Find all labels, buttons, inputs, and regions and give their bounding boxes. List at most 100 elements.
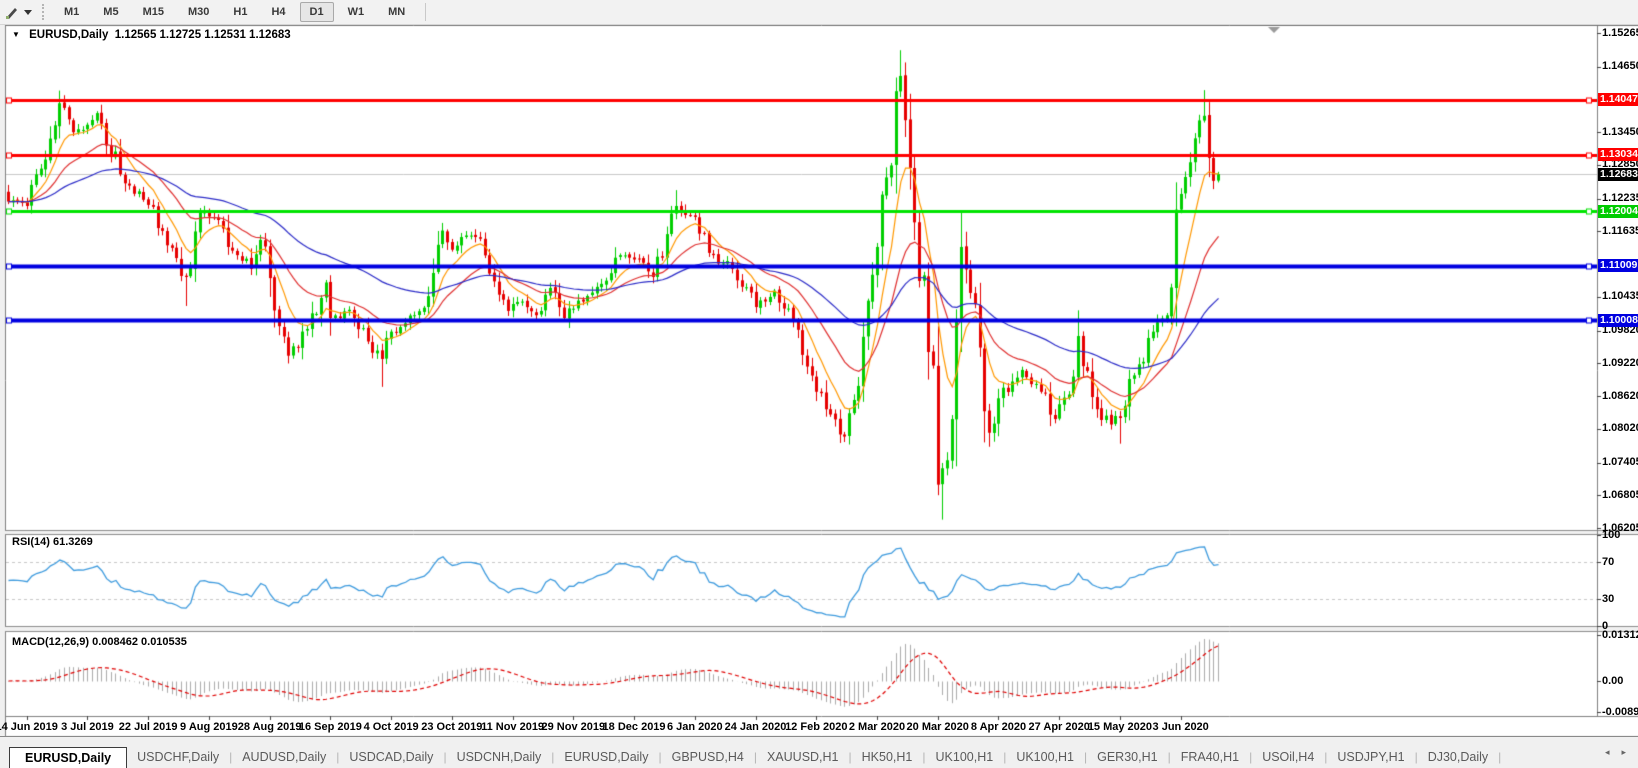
chart-tab-usdchf-daily[interactable]: USDCHF,Daily (137, 750, 220, 764)
toolbar-grip (42, 4, 44, 20)
date-axis-label: 28 Aug 2019 (237, 721, 302, 733)
price-axis-tick: 1.06205 (1602, 521, 1638, 534)
price-axis-tick: 1.11635 (1602, 224, 1638, 237)
timeframe-button-m30[interactable]: M30 (187, 6, 210, 18)
tab-separator: | (551, 750, 555, 764)
date-axis-label: 3 Jun 2020 (1152, 721, 1209, 733)
chart-tab-usdjpy-h1[interactable]: USDJPY,H1 (1337, 750, 1405, 764)
price-axis-tick: 1.08620 (1602, 389, 1638, 402)
price-line-badge: 1.10008 (1598, 313, 1638, 327)
price-axis-tick: 1.08020 (1602, 422, 1638, 435)
date-axis-label: 18 Dec 2019 (602, 721, 666, 733)
chart-ohlc-values: 1.12565 1.12725 1.12531 1.12683 (114, 29, 291, 41)
tab-separator: | (1167, 750, 1171, 764)
date-axis-label: 4 Oct 2019 (363, 721, 419, 733)
timeframe-toolbar: M1 M5 M15 M30 H1 H4 D1 W1 MN (0, 0, 1638, 25)
timeframe-button-m5[interactable]: M5 (103, 6, 119, 18)
chart-title: ▼ EURUSD,Daily 1.12565 1.12725 1.12531 1… (12, 29, 291, 41)
date-axis-label: 12 Feb 2020 (785, 721, 848, 733)
timeframe-button-d1[interactable]: D1 (299, 2, 334, 22)
date-axis-label: 24 Jan 2020 (724, 721, 787, 733)
date-axis[interactable]: 14 Jun 2019 3 Jul 2019 22 Jul 2019 9 Aug 20… (0, 718, 1597, 736)
tab-separator: | (922, 750, 926, 764)
date-axis-label: 23 Oct 2019 (421, 721, 483, 733)
date-axis-label: 15 May 2020 (1087, 721, 1153, 733)
rsi-axis-tick: 100 (1602, 529, 1621, 541)
tab-separator: | (1324, 750, 1328, 764)
tab-scroll-arrows: ◂ ▸ (1605, 747, 1626, 760)
chart-menu-icon[interactable]: ▼ (12, 30, 20, 39)
tab-separator: | (1249, 750, 1253, 764)
tab-separator: | (753, 750, 757, 764)
price-axis-tick: 1.06805 (1602, 488, 1638, 501)
date-axis-label: 9 Aug 2019 (180, 721, 238, 733)
chevron-down-icon[interactable] (24, 9, 32, 15)
price-line-badge: 1.14047 (1598, 93, 1638, 107)
rsi-axis-tick: 30 (1602, 592, 1615, 605)
price-line-badge: 1.13034 (1598, 148, 1638, 162)
timeframe-buttons: M1 M5 M15 M30 H1 H4 D1 W1 MN (52, 2, 417, 22)
draw-tool-icon[interactable] (2, 3, 22, 21)
tab-separator: | (443, 750, 447, 764)
rsi-axis-tick: 70 (1602, 556, 1615, 569)
chart-tab-ger30-h1[interactable]: GER30,H1 (1097, 750, 1158, 764)
timeframe-button-w1[interactable]: W1 (347, 6, 365, 18)
price-axis-tick: 1.13450 (1602, 125, 1638, 138)
macd-axis-tick: 0.00 (1602, 675, 1624, 687)
chart-tab-eurusd-daily[interactable]: EURUSD,Daily (564, 750, 649, 764)
chart-tab-audusd-daily[interactable]: AUDUSD,Daily (242, 750, 327, 764)
timeframe-button-h1[interactable]: H1 (233, 6, 248, 18)
tab-separator: | (1414, 750, 1418, 764)
price-axis-tick: 1.10435 (1602, 290, 1638, 303)
price-axis-tick: 1.07405 (1602, 456, 1638, 469)
timeframe-button-m1[interactable]: M1 (64, 6, 80, 18)
price-axis[interactable]: 1.15265 1.14650 1.13450 1.12850 1.12235 1.116… (1597, 0, 1638, 768)
date-axis-label: 2 Mar 2020 (848, 721, 906, 733)
rsi-label: RSI(14) 61.3269 (12, 536, 93, 548)
tab-separator: | (229, 750, 233, 764)
chart-tab-xauusd-h1[interactable]: XAUUSD,H1 (766, 750, 839, 764)
price-axis-tick: 1.15265 (1602, 26, 1638, 39)
date-axis-label: 27 Apr 2020 (1028, 721, 1090, 733)
tab-separator: | (848, 750, 852, 764)
chart-tab-usdcnh-daily[interactable]: USDCNH,Daily (456, 750, 542, 764)
date-axis-label: 3 Jul 2019 (61, 721, 114, 733)
chart-tab-eurusd-daily[interactable]: EURUSD,Daily (9, 747, 128, 768)
price-axis-tick: 1.12235 (1602, 192, 1638, 205)
toolbar-separator (425, 3, 427, 21)
tab-separator: | (1084, 750, 1088, 764)
date-axis-label: 16 Sep 2019 (298, 721, 362, 733)
chart-tab-dj30-daily[interactable]: DJ30,Daily (1427, 750, 1489, 764)
tab-separator: | (658, 750, 662, 764)
price-line-badge: 1.12004 (1598, 204, 1638, 218)
tab-separator: | (1498, 750, 1502, 764)
chart-tab-uk100-h1[interactable]: UK100,H1 (935, 750, 994, 764)
chart-tab-usdcad-daily[interactable]: USDCAD,Daily (349, 750, 434, 764)
macd-axis-tick: -0.008933 (1602, 705, 1638, 718)
price-axis-tick: 1.14650 (1602, 60, 1638, 73)
chart-tab-usoil-h4[interactable]: USOil,H4 (1262, 750, 1315, 764)
chart-tab-bar: EURUSD,Daily USDCHF,Daily | AUDUSD,Daily | US… (0, 736, 1638, 768)
chart-symbol: EURUSD,Daily (29, 29, 109, 41)
chart-tab-fra40-h1[interactable]: FRA40,H1 (1180, 750, 1240, 764)
price-line-badge: 1.11009 (1598, 259, 1638, 273)
date-axis-label: 20 Mar 2020 (906, 721, 969, 733)
chart-tab-uk100-h1[interactable]: UK100,H1 (1016, 750, 1074, 764)
timeframe-button-h4[interactable]: H4 (271, 6, 286, 18)
tab-separator: | (1003, 750, 1007, 764)
chart-tab-hk50-h1[interactable]: HK50,H1 (861, 750, 913, 764)
price-axis-tick: 1.12850 (1602, 158, 1638, 171)
chart-tab-gbpusd-h4[interactable]: GBPUSD,H4 (671, 750, 744, 764)
macd-label: MACD(12,26,9) 0.008462 0.010535 (12, 636, 187, 648)
date-axis-label: 6 Jan 2020 (666, 721, 723, 733)
macd-axis-tick: 0.013121 (1602, 629, 1638, 642)
tab-scroll-right-icon[interactable]: ▸ (1621, 746, 1626, 757)
price-line-badge: 1.12683 (1598, 167, 1638, 181)
price-axis-tick: 1.09220 (1602, 356, 1638, 369)
timeframe-button-mn[interactable]: MN (388, 6, 406, 18)
timeframe-button-m15[interactable]: M15 (142, 6, 164, 18)
date-axis-label: 8 Apr 2020 (970, 721, 1027, 733)
tab-scroll-left-icon[interactable]: ◂ (1604, 746, 1610, 757)
